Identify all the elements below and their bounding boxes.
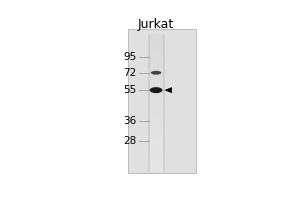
- Polygon shape: [164, 87, 172, 93]
- Bar: [148, 117, 164, 120]
- Bar: [148, 128, 164, 131]
- Bar: [148, 158, 164, 161]
- Bar: [148, 119, 164, 122]
- Bar: [148, 34, 164, 38]
- Bar: [148, 166, 164, 169]
- Bar: [148, 139, 164, 142]
- Bar: [148, 84, 164, 87]
- Ellipse shape: [151, 71, 161, 75]
- Bar: [148, 51, 164, 54]
- Bar: [148, 48, 164, 51]
- Bar: [148, 40, 164, 43]
- Bar: [148, 111, 164, 114]
- Bar: [148, 147, 164, 150]
- Bar: [148, 163, 164, 166]
- Bar: [148, 81, 164, 84]
- Bar: [148, 59, 164, 62]
- Bar: [148, 161, 164, 164]
- Bar: [148, 70, 164, 73]
- Bar: [148, 76, 164, 79]
- Bar: [148, 144, 164, 147]
- Text: 36: 36: [123, 116, 136, 126]
- Bar: [148, 89, 164, 92]
- Bar: [148, 62, 164, 65]
- Text: 28: 28: [123, 136, 136, 146]
- Bar: [148, 73, 164, 76]
- Bar: [148, 141, 164, 144]
- Bar: [148, 65, 164, 68]
- Bar: [148, 54, 164, 57]
- Bar: [148, 95, 164, 98]
- Bar: [148, 78, 164, 81]
- Bar: [148, 67, 164, 70]
- Bar: [148, 114, 164, 117]
- Bar: [148, 152, 164, 155]
- Bar: [148, 169, 164, 172]
- Bar: [148, 136, 164, 139]
- Bar: [148, 108, 164, 112]
- Text: 72: 72: [123, 68, 136, 78]
- Bar: [148, 98, 164, 101]
- Bar: [148, 130, 164, 133]
- Bar: [148, 103, 164, 106]
- Bar: [148, 133, 164, 136]
- Text: 55: 55: [123, 85, 136, 95]
- Bar: [148, 150, 164, 153]
- Bar: [148, 125, 164, 128]
- Ellipse shape: [150, 87, 163, 93]
- Bar: [148, 155, 164, 158]
- Bar: [148, 92, 164, 95]
- Bar: [148, 100, 164, 103]
- Bar: [148, 106, 164, 109]
- Bar: [148, 45, 164, 48]
- Text: 95: 95: [123, 52, 136, 62]
- Bar: [148, 43, 164, 46]
- Bar: [148, 87, 164, 90]
- Bar: [148, 37, 164, 40]
- Bar: [148, 122, 164, 125]
- Bar: [128, 29, 196, 173]
- Text: Jurkat: Jurkat: [138, 18, 174, 31]
- Bar: [148, 56, 164, 59]
